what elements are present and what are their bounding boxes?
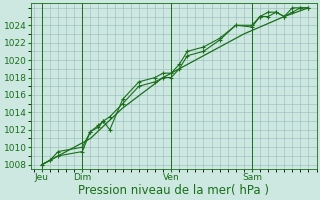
X-axis label: Pression niveau de la mer( hPa ): Pression niveau de la mer( hPa ) (78, 184, 269, 197)
